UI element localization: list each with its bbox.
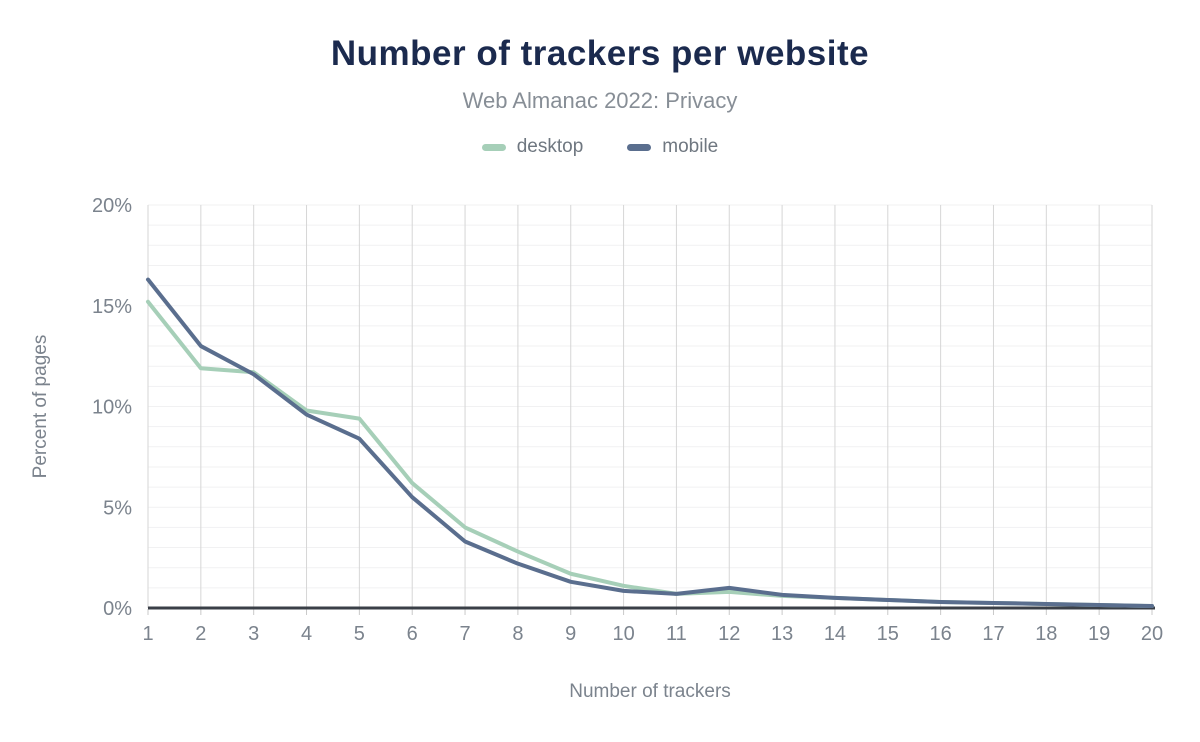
x-tick-label: 19: [1088, 623, 1110, 645]
x-tick-label: 8: [512, 623, 523, 645]
chart-subtitle: Web Almanac 2022: Privacy: [462, 88, 738, 113]
x-tick-label: 4: [301, 623, 312, 645]
y-tick-label: 10%: [92, 397, 132, 419]
desktop-swatch-icon: [481, 143, 506, 151]
x-tick-label: 18: [1035, 623, 1057, 645]
x-tick-label: 11: [666, 623, 687, 645]
desktop-line: [146, 299, 1154, 608]
x-tick-label: 5: [354, 623, 365, 645]
x-tick-label: 14: [824, 623, 846, 645]
x-tick-label: 12: [718, 623, 740, 645]
legend-item-mobile[interactable]: mobile: [627, 136, 718, 158]
x-axis-title: Number of trackers: [569, 681, 731, 702]
x-tick-label: 16: [930, 623, 952, 645]
x-tick-label: 20: [1141, 623, 1163, 645]
legend-item-desktop[interactable]: desktop: [481, 136, 584, 158]
y-tick-label: 20%: [92, 195, 132, 217]
x-tick-label: 15: [877, 623, 899, 645]
x-tick-label: 1: [142, 623, 153, 645]
x-tick-label: 2: [195, 623, 206, 645]
x-tick-label: 10: [612, 623, 634, 645]
x-tick-label: 17: [982, 623, 1004, 645]
x-tick-label: 6: [407, 623, 418, 645]
y-tick-label: 5%: [103, 497, 132, 519]
mobile-line: [146, 277, 1154, 608]
line-chart: 1 2 3 4 5 6 7 8 9 10 11 12 13 14 15 16 17 18 19 200%5%10%15…: [30, 195, 1163, 702]
x-tick-label: 3: [248, 623, 259, 645]
legend-label-mobile: mobile: [662, 136, 719, 157]
chart-plot-area: 1 2 3 4 5 6 7 8 9 10 11 12 13 14 15 16 17 18 19 20 0% 5% 10% 15…: [0, 180, 1200, 742]
legend: desktop mobile: [0, 136, 1200, 158]
x-tick-label: 13: [771, 623, 793, 645]
y-axis-title: Percent of pages: [30, 335, 51, 479]
chart-title: Number of trackers per website: [330, 34, 870, 73]
x-tick-label: 7: [459, 623, 470, 645]
mobile-swatch-icon: [627, 143, 652, 151]
y-tick-label: 0%: [103, 598, 132, 620]
x-tick-label: 9: [565, 623, 576, 645]
legend-label-desktop: desktop: [516, 136, 584, 157]
y-tick-label: 15%: [92, 296, 132, 318]
